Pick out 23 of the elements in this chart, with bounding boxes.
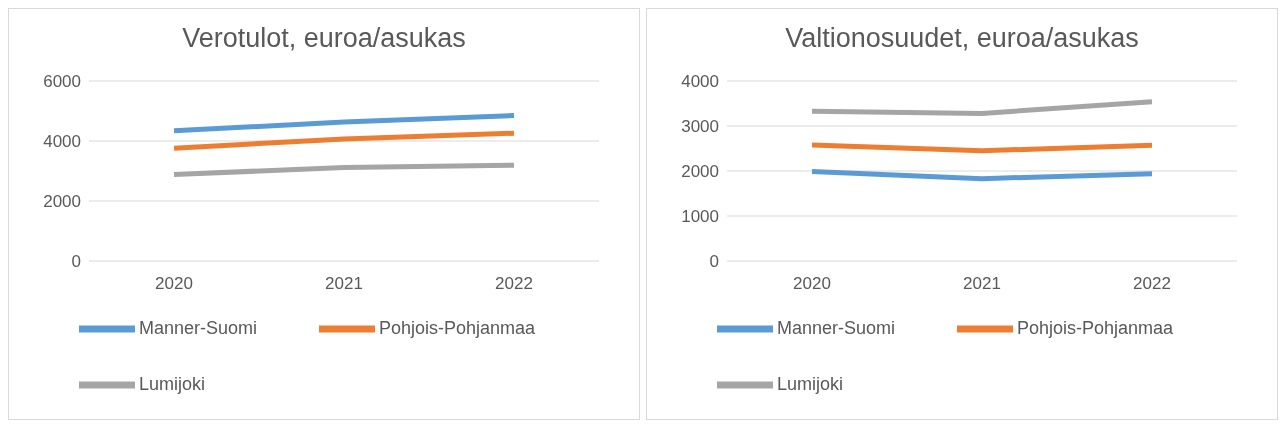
legend-label: Pohjois-Pohjanmaa	[379, 316, 537, 340]
x-tick-label: 2021	[963, 274, 1001, 294]
x-tick-label: 2022	[495, 274, 533, 294]
x-tick-label: 2020	[155, 274, 193, 294]
y-tick-label: 2000	[43, 192, 81, 212]
y-tick-label: 3000	[681, 117, 719, 137]
y-tick-label: 0	[71, 252, 81, 272]
legend-label: Pohjois-Pohjanmaa	[1017, 316, 1175, 340]
chart-title: Valtionosuudet, euroa/asukas	[784, 23, 1140, 55]
x-tick-label: 2022	[1133, 274, 1171, 294]
y-tick-label: 1000	[681, 207, 719, 227]
chart-title: Verotulot, euroa/asukas	[181, 23, 467, 55]
y-tick-label: 2000	[681, 162, 719, 182]
y-tick-label: 6000	[43, 72, 81, 92]
legend-label: Lumijoki	[777, 372, 845, 396]
legend-label: Manner-Suomi	[777, 316, 897, 340]
x-tick-label: 2020	[793, 274, 831, 294]
y-tick-label: 4000	[43, 132, 81, 152]
legend-label: Manner-Suomi	[139, 316, 259, 340]
y-tick-label: 0	[709, 252, 719, 272]
legend-label: Lumijoki	[139, 372, 207, 396]
x-tick-label: 2021	[325, 274, 363, 294]
y-tick-label: 4000	[681, 72, 719, 92]
